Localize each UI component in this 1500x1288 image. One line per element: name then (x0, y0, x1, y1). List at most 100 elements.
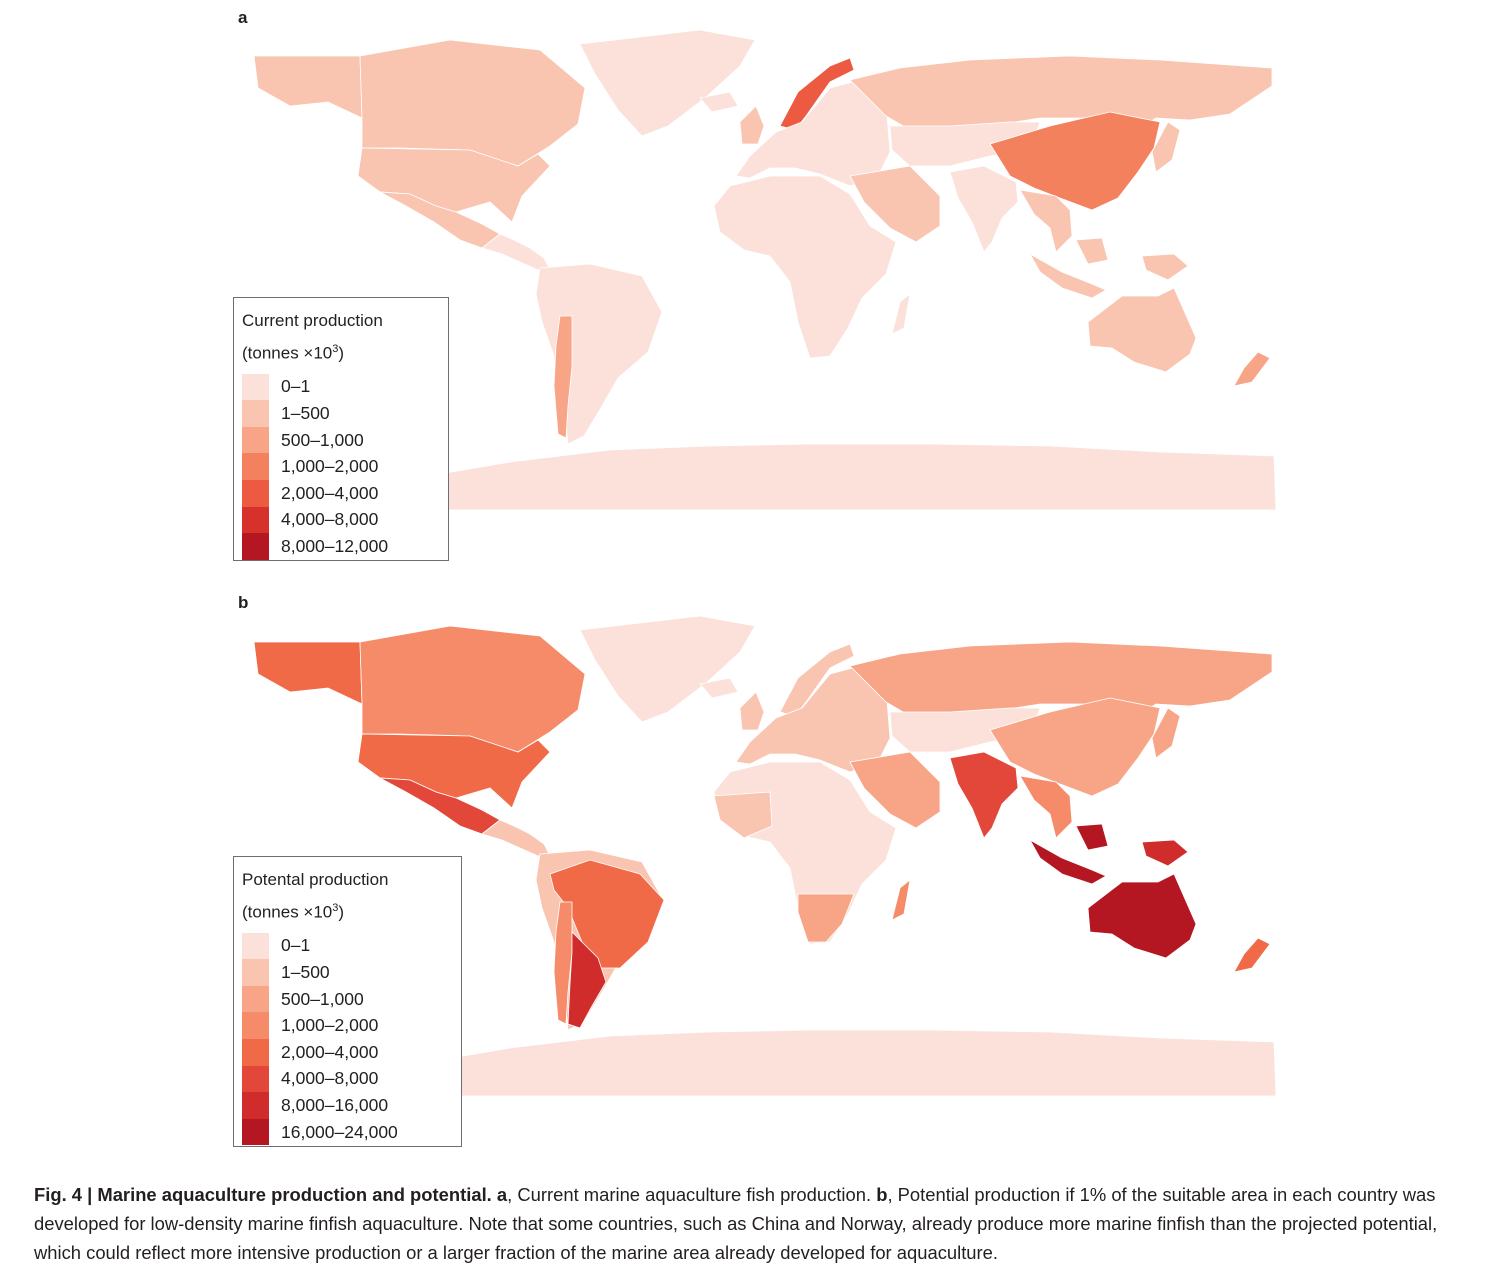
region-uk (739, 105, 765, 145)
legend-label: 1,000–2,000 (281, 456, 379, 477)
legend-swatch (242, 1065, 269, 1093)
world-map-svg (250, 615, 1276, 1097)
legend-label: 2,000–4,000 (281, 1041, 379, 1062)
legend-label: 1,000–2,000 (281, 1015, 379, 1036)
region-middle-east (849, 165, 941, 243)
legend-item: 0–1 (242, 932, 451, 960)
legend-swatch (242, 426, 269, 454)
legend-swatch (242, 373, 269, 401)
region-new-guinea (1141, 839, 1189, 867)
legend-item: 8,000–16,000 (242, 1092, 451, 1119)
legend-label: 4,000–8,000 (281, 1068, 379, 1089)
region-japan (1151, 121, 1181, 173)
legend-title-b: Potental production (242, 870, 389, 889)
panel-b-label: b (238, 593, 249, 612)
legend-item: 500–1,000 (242, 985, 451, 1013)
region-central-america (481, 233, 551, 271)
legend-label: 8,000–16,000 (281, 1095, 389, 1116)
legend-item: 1–500 (242, 959, 451, 986)
caption-a-text: , Current marine aquaculture fish produc… (507, 1184, 872, 1205)
legend-swatch (242, 932, 269, 960)
legend-swatch (242, 506, 269, 534)
region-alaska (253, 641, 363, 705)
caption-fig-title: Fig. 4 | Marine aquaculture production a… (34, 1184, 492, 1205)
region-india (949, 751, 1019, 839)
region-iceland (699, 677, 739, 699)
region-west-africa (713, 791, 773, 839)
region-indonesia (1028, 237, 1109, 299)
region-canada (359, 625, 586, 753)
region-uk (739, 691, 765, 731)
region-africa (713, 175, 897, 359)
legend-swatch (242, 480, 269, 507)
region-europe (735, 79, 891, 187)
legend-swatch (242, 1039, 269, 1066)
region-south-america (535, 263, 663, 445)
legend-label: 16,000–24,000 (281, 1121, 398, 1142)
panel-a-label: a (238, 8, 248, 27)
legend-swatch (242, 1092, 269, 1119)
legend-label: 0–1 (281, 935, 311, 956)
region-antarctica (250, 443, 1276, 511)
legend-label: 500–1,000 (281, 429, 364, 450)
region-new-zealand (1233, 351, 1271, 387)
region-greenland (579, 29, 756, 137)
legend-swatch (242, 1012, 269, 1040)
region-canada (359, 39, 586, 167)
caption-b-label: b (876, 1184, 888, 1205)
caption-b-text: , Potential production if 1% of the suit… (34, 1184, 1438, 1263)
region-russia (849, 55, 1273, 135)
legend-panel-b: Potental production (tonnes ×103) 0–1 1–5… (233, 856, 462, 1147)
region-chile (553, 315, 573, 439)
legend-unit-a: (tonnes ×103) (242, 343, 345, 363)
region-australia (1087, 287, 1197, 373)
legend-panel-a: Current production (tonnes ×103) 0–1 1–50… (233, 297, 449, 561)
legend-item: 1,000–2,000 (242, 453, 438, 481)
map-panel-b (250, 612, 1276, 1098)
legend-item: 0–1 (242, 373, 438, 401)
legend-item: 4,000–8,000 (242, 506, 438, 534)
legend-item: 2,000–4,000 (242, 1039, 451, 1066)
region-indonesia (1028, 823, 1109, 885)
legend-item: 1–500 (242, 400, 438, 427)
legend-label: 1–500 (281, 403, 330, 424)
region-new-zealand (1233, 937, 1271, 973)
region-southeast-asia (1019, 775, 1073, 839)
legend-label: 1–500 (281, 962, 330, 983)
legend-swatch (242, 985, 269, 1013)
region-japan (1151, 707, 1181, 759)
region-southeast-asia (1019, 189, 1073, 253)
region-australia (1087, 873, 1197, 959)
region-europe (735, 665, 891, 773)
legend-title-a: Current production (242, 311, 383, 330)
legend-items-b: 0–1 1–500 500–1,000 1,000–2,000 2,000–4,000 4… (242, 932, 451, 1146)
region-india (949, 165, 1019, 253)
legend-label: 500–1,000 (281, 988, 364, 1009)
region-middle-east (849, 751, 941, 829)
legend-item: 16,000–24,000 (242, 1118, 451, 1146)
legend-swatch (242, 400, 269, 427)
legend-swatch (242, 1118, 269, 1146)
legend-label: 0–1 (281, 376, 311, 397)
region-argentina (567, 931, 607, 1029)
legend-swatch (242, 959, 269, 986)
legend-label: 4,000–8,000 (281, 509, 379, 530)
region-greenland (579, 615, 756, 723)
legend-unit-b: (tonnes ×103) (242, 902, 345, 922)
legend-label: 8,000–12,000 (281, 536, 389, 557)
region-china (989, 697, 1161, 797)
region-russia (849, 641, 1273, 721)
region-chile (553, 901, 573, 1025)
legend-swatch (242, 453, 269, 481)
figure-caption: Fig. 4 | Marine aquaculture production a… (34, 1180, 1474, 1267)
legend-item: 8,000–12,000 (242, 533, 438, 560)
region-alaska (253, 55, 363, 119)
region-southern-africa (797, 893, 855, 943)
legend-item: 2,000–4,000 (242, 480, 438, 507)
caption-a-label: a (496, 1184, 508, 1205)
map-panel-a (250, 26, 1276, 512)
legend-item: 500–1,000 (242, 426, 438, 454)
region-central-america (481, 819, 551, 857)
legend-swatch (242, 533, 269, 560)
region-iceland (699, 91, 739, 113)
